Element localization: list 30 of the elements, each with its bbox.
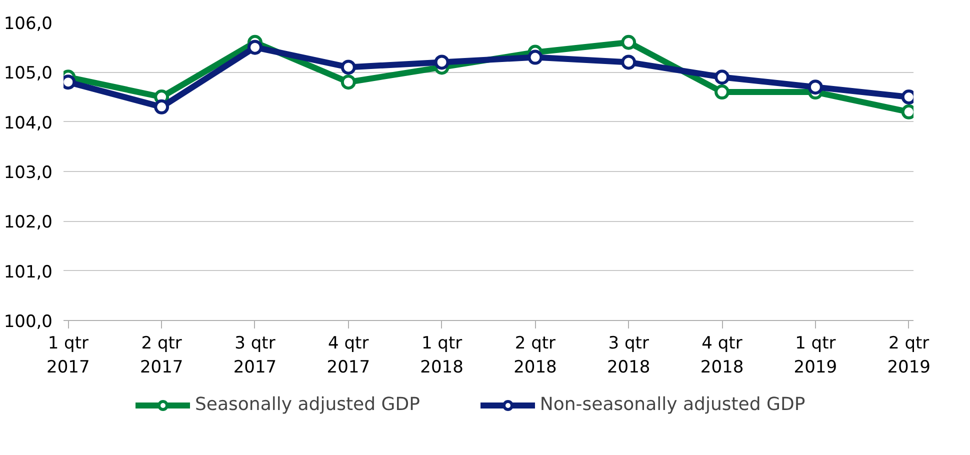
x-tick-label: 1 qtr 2017 [46, 334, 90, 378]
point [340, 74, 356, 90]
point [621, 54, 636, 70]
x-tick-label: 1 qtr 2018 [420, 334, 464, 378]
point [714, 70, 730, 85]
y-tick-label: 105,0 [4, 64, 53, 84]
x-tick-label: 1 qtr 2019 [794, 334, 838, 378]
y-tick-label: 103,0 [4, 163, 53, 183]
y-tick-label: 104,0 [4, 113, 53, 134]
y-tick-label: 100,0 [4, 312, 53, 332]
point [340, 60, 356, 75]
point [808, 80, 823, 95]
y-tick-label: 102,0 [4, 212, 53, 233]
x-tick-label: 2 qtr 2017 [140, 334, 184, 378]
point [154, 99, 170, 114]
point [528, 50, 543, 65]
x-tick-label: 2 qtr 2018 [514, 334, 557, 378]
x-tick-label: 3 qtr 2018 [606, 334, 650, 378]
x-tick-label: 4 qtr 2018 [700, 334, 744, 378]
x-tick-label: 4 qtr 2017 [326, 334, 370, 378]
point [621, 34, 636, 50]
y-tick-label: 106,0 [4, 14, 53, 34]
y-tick-label: 101,0 [4, 262, 53, 282]
point [434, 54, 450, 70]
point [247, 40, 262, 55]
point [714, 84, 730, 100]
legend-label: Seasonally adjusted GDP [195, 394, 420, 415]
x-tick-label: 2 qtr 2019 [887, 334, 930, 378]
legend-label: Non-seasonally adjusted GDP [540, 394, 806, 415]
x-tick-label: 3 qtr 2017 [233, 334, 277, 378]
